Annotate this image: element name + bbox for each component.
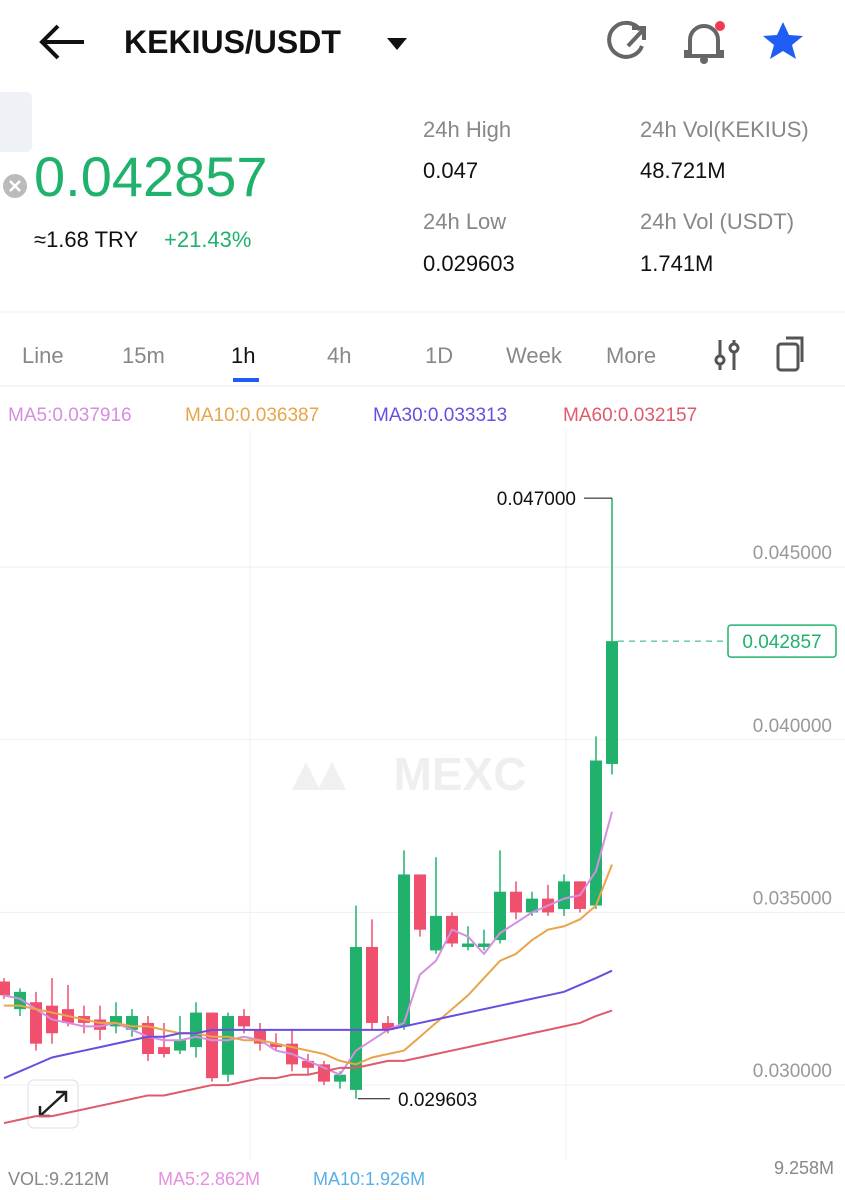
stat-label: 24h Vol (USDT) [640,209,795,234]
candle-body [590,760,602,906]
candle-body [174,1040,186,1051]
volume-max: 9.258M [773,1158,834,1178]
candle-body [558,881,570,909]
candle-body [462,943,474,947]
candle-body [494,891,506,941]
ma-line [3,969,613,1080]
candle-body [366,946,378,1023]
last-price: 0.042857 [34,145,268,208]
stat-value: 1.741M [640,251,714,276]
interval-tab[interactable]: 1h [231,343,256,368]
candle-body [478,943,490,947]
last-price-box [727,624,837,658]
candle-body [238,1016,250,1027]
legend-entry: MA10:0.036387 [185,405,319,426]
refresh-icon[interactable] [607,20,646,59]
interval-tab[interactable]: More [606,343,657,368]
y-tick-label: 0.035000 [753,888,832,909]
candle-body [142,1022,154,1055]
volume-ma5: MA5:2.862M [158,1169,261,1189]
price-change: +21.43% [164,227,252,252]
interval-tab[interactable]: 15m [122,343,165,368]
y-tick-label: 0.040000 [753,716,832,737]
candle-body [190,1012,202,1048]
low-label: 0.029603 [398,1090,477,1111]
legend-entry: MA5:0.037916 [8,405,132,426]
back-button[interactable] [39,24,84,60]
candle-body [414,874,426,930]
stat-value: 48.721M [640,158,726,183]
candle-body [30,1002,42,1044]
ma-line [3,811,613,1076]
watermark-logo [292,762,346,790]
candle-body [222,1016,234,1075]
volume-ma10: MA10:1.926M [313,1169,426,1189]
stat-value: 0.029603 [423,251,515,276]
candle-body [430,915,442,951]
y-tick-label: 0.045000 [753,543,832,564]
layout-icon[interactable] [776,336,804,372]
candle-body [382,1022,394,1030]
favorite-star[interactable] [763,22,803,59]
interval-tab[interactable]: 4h [327,343,352,368]
stat-label: 24h High [423,117,512,142]
pair-dropdown[interactable] [387,38,407,50]
high-label: 0.047000 [497,489,576,510]
interval-tab[interactable]: Line [22,343,64,368]
candle-body [206,1012,218,1079]
ma-line [4,864,613,1066]
indicator-icon[interactable] [714,340,740,370]
last-price-label: 0.042857 [742,632,821,653]
candle-body [398,874,410,1027]
stat-label: 24h Vol(KEKIUS) [640,117,809,142]
legend-entry: MA60:0.032157 [563,405,697,426]
y-tick-label: 0.030000 [753,1061,832,1082]
candle-body [94,1019,106,1030]
candle-body [334,1074,346,1082]
watermark: MEXC [394,748,527,800]
fiat-price: ≈1.68 TRY [34,227,139,252]
alert-icon[interactable] [684,21,725,64]
pair-title[interactable]: KEKIUS/USDT [124,24,341,60]
candle-body [510,891,522,913]
stat-value: 0.047 [423,158,479,183]
legend-entry: MA30:0.033313 [373,405,507,426]
candle-body [158,1047,170,1055]
active-tab-indicator [233,378,259,382]
interval-tab[interactable]: 1D [425,343,454,368]
candle-body [110,1016,122,1027]
translate-icon[interactable] [0,92,32,152]
candle-body [526,898,538,913]
volume-label: VOL:9.212M [8,1169,110,1189]
candle-body [0,981,10,996]
stat-label: 24h Low [423,209,507,234]
interval-tab[interactable]: Week [506,343,562,368]
candle-body [606,641,618,764]
candle-body [302,1060,314,1068]
ma-line [3,1009,613,1125]
candle-body [270,1043,282,1048]
